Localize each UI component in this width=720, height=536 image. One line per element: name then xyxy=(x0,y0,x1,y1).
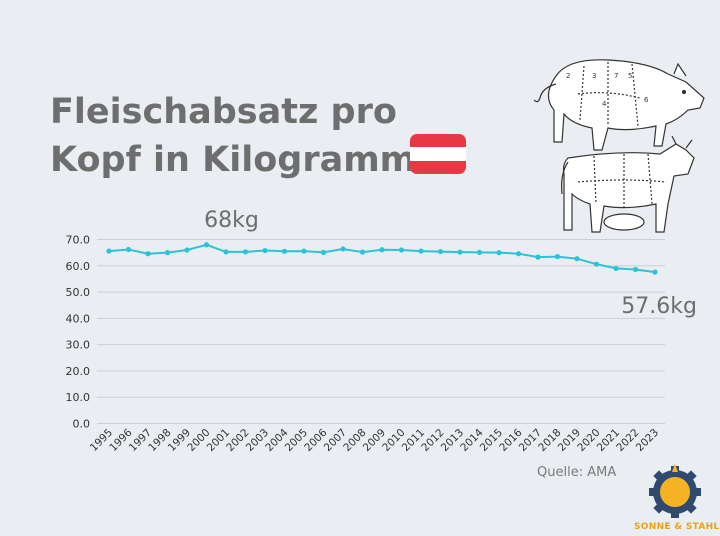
cow-butcher-cuts-icon xyxy=(561,135,695,233)
y-tick-label: 20.0 xyxy=(66,365,91,378)
data-point xyxy=(301,248,307,254)
data-point xyxy=(125,246,132,253)
data-annotation: 68kg xyxy=(204,208,259,233)
grid-lines xyxy=(97,239,665,424)
flag-stripe-middle xyxy=(410,147,466,161)
data-point xyxy=(613,265,619,272)
y-tick-label: 50.0 xyxy=(66,286,91,299)
title-line-1: Fleischabsatz pro xyxy=(50,92,397,132)
flag-stripe-bottom xyxy=(410,160,466,174)
y-tick-label: 70.0 xyxy=(66,234,91,247)
data-point xyxy=(281,248,288,254)
y-tick-label: 10.0 xyxy=(66,391,91,404)
y-tick-label: 0.0 xyxy=(73,418,91,431)
pig-cut-labels: 2 3 7 5 4 6 xyxy=(566,72,649,108)
austria-flag-icon xyxy=(410,134,466,174)
sun-gear-logo-icon xyxy=(649,464,701,518)
data-point xyxy=(652,269,658,275)
series-points xyxy=(106,242,658,275)
data-point xyxy=(574,256,580,262)
y-tick-label: 60.0 xyxy=(66,260,91,273)
data-point xyxy=(359,249,366,255)
data-point xyxy=(242,249,249,255)
pig-cut-label: 4 xyxy=(602,100,607,108)
data-point xyxy=(203,242,210,248)
pig-butcher-cuts-icon: 2 3 7 5 4 6 xyxy=(533,59,705,151)
data-point xyxy=(340,246,346,252)
data-point xyxy=(437,248,444,255)
pig-cut-label: 5 xyxy=(628,72,632,80)
flag-stripe-top xyxy=(410,134,466,148)
y-tick-label: 30.0 xyxy=(66,339,91,352)
data-point xyxy=(418,248,424,254)
butcher-animals-illustration: 2 3 7 5 4 6 xyxy=(533,59,705,233)
data-point xyxy=(476,249,483,255)
data-point xyxy=(593,261,600,267)
pig-cut-label: 6 xyxy=(644,96,649,104)
data-point xyxy=(554,253,561,260)
title-line-2: Kopf in Kilogramm xyxy=(50,140,417,180)
source-label: Quelle: AMA xyxy=(537,465,617,480)
y-axis-ticks: 0.0 10.0 20.0 30.0 40.0 50.0 60.0 70.0 xyxy=(66,234,91,431)
annotations: 68kg 57.6kg xyxy=(204,208,697,319)
data-point xyxy=(515,251,522,257)
y-tick-label: 40.0 xyxy=(66,312,91,325)
data-point xyxy=(398,247,405,253)
data-point xyxy=(535,254,541,260)
data-point xyxy=(632,266,639,273)
data-point xyxy=(496,250,502,256)
pig-cut-label: 3 xyxy=(592,72,596,80)
data-point xyxy=(379,247,385,253)
data-annotation: 57.6kg xyxy=(621,294,697,319)
data-point xyxy=(320,249,327,255)
pig-cut-label: 2 xyxy=(566,72,570,80)
data-point xyxy=(184,247,190,253)
chart-title: Fleischabsatz pro Kopf in Kilogramm xyxy=(50,88,416,184)
data-point xyxy=(145,251,151,257)
logo-text: SONNE & STAHL xyxy=(634,522,720,532)
data-point xyxy=(457,249,463,255)
data-point xyxy=(223,249,229,255)
x-tick-label: 2023 xyxy=(634,427,661,454)
data-point xyxy=(106,248,112,254)
data-point xyxy=(164,250,171,256)
data-point xyxy=(262,247,268,254)
x-axis-ticks: 1995199619971998199920002001200220032004… xyxy=(88,426,661,454)
pig-cut-label: 7 xyxy=(614,72,618,80)
